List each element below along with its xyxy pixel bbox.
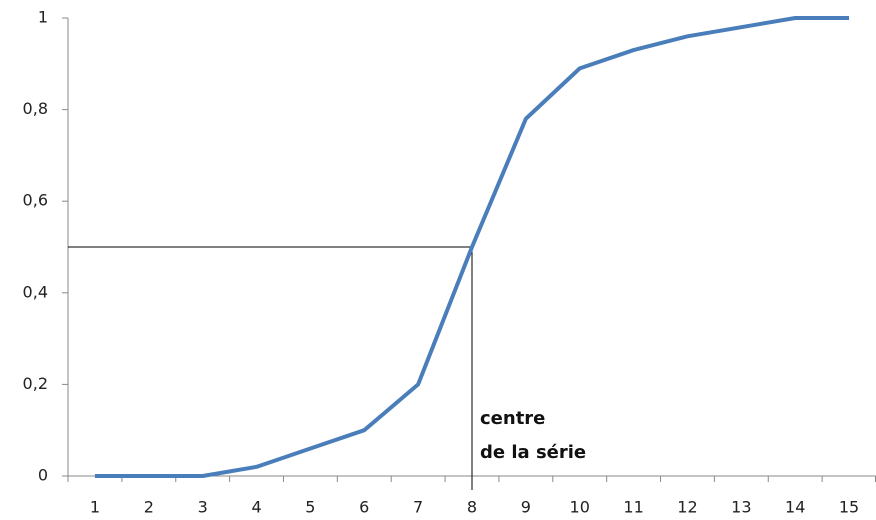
x-tick-label: 2 — [144, 498, 154, 517]
x-tick-label: 6 — [359, 498, 369, 517]
x-tick-label: 11 — [623, 498, 643, 517]
x-tick-label: 14 — [785, 498, 805, 517]
x-tick-label: 4 — [251, 498, 261, 517]
x-tick-label: 3 — [198, 498, 208, 517]
x-tick-label: 8 — [467, 498, 477, 517]
x-tick-label: 15 — [839, 498, 859, 517]
x-tick-label: 9 — [521, 498, 531, 517]
x-tick-label: 10 — [570, 498, 590, 517]
x-tick-label: 7 — [413, 498, 423, 517]
x-tick-label: 5 — [305, 498, 315, 517]
y-tick-label: 0,6 — [23, 191, 48, 210]
x-tick-label: 12 — [677, 498, 697, 517]
y-tick-label: 1 — [38, 8, 48, 27]
data-line — [94, 16, 850, 478]
y-tick-label: 0,2 — [23, 374, 48, 393]
y-tick-label: 0,4 — [23, 282, 48, 301]
x-tick-label: 1 — [90, 498, 100, 517]
y-tick-label: 0 — [38, 466, 48, 485]
x-tick-label: 13 — [731, 498, 751, 517]
y-tick-label: 0,8 — [23, 99, 48, 118]
annotation: de la série — [480, 442, 586, 463]
annotation: centre — [480, 408, 545, 429]
